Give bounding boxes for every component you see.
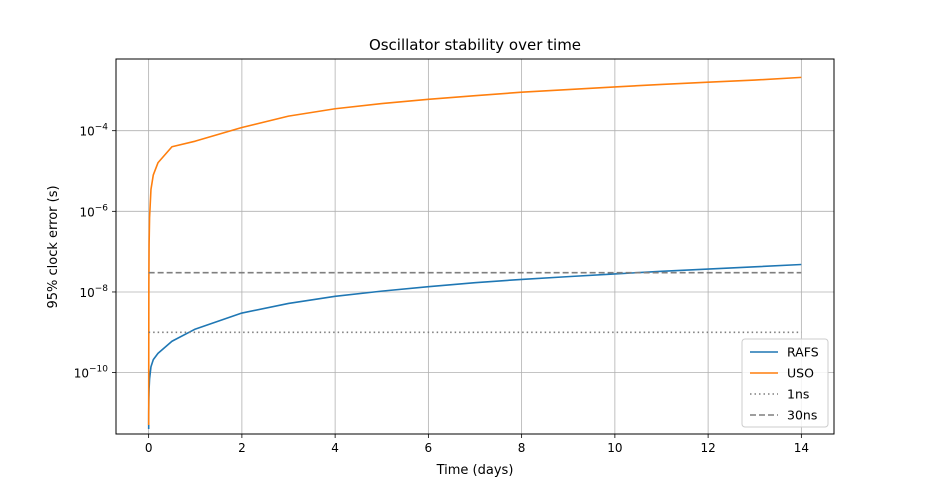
x-tick-label: 2 [238, 441, 246, 455]
series-line-rafs [147, 263, 802, 429]
legend-label: USO [787, 366, 814, 381]
y-tick-label: 10−10 [74, 365, 109, 381]
series-layer [147, 76, 802, 429]
legend-label: RAFS [787, 345, 819, 360]
chart-title: Oscillator stability over time [369, 36, 581, 54]
ticks: 0 2 4 6 8 10 12 14 10−10 10−8 10−6 10−4 [74, 123, 809, 455]
x-tick-label: 10 [607, 441, 622, 455]
x-tick-label: 0 [145, 441, 153, 455]
legend: RAFS USO 1ns 30ns [741, 338, 829, 428]
y-tick-label: 10−8 [79, 284, 108, 300]
legend-label: 1ns [787, 387, 809, 402]
x-tick-label: 4 [331, 441, 339, 455]
x-tick-label: 8 [518, 441, 526, 455]
y-tick-label: 10−6 [79, 203, 108, 219]
plot-frame [115, 58, 835, 435]
x-tick-label: 12 [700, 441, 715, 455]
y-tick-label: 10−4 [79, 123, 108, 139]
y-axis-label: 95% clock error (s) [46, 185, 61, 308]
legend-box [741, 338, 829, 428]
x-axis-label: Time (days) [436, 463, 514, 478]
x-tick-label: 14 [794, 441, 809, 455]
legend-label: 30ns [787, 408, 817, 423]
grid [116, 59, 834, 434]
x-tick-label: 6 [425, 441, 433, 455]
series-line-uso [147, 76, 802, 426]
